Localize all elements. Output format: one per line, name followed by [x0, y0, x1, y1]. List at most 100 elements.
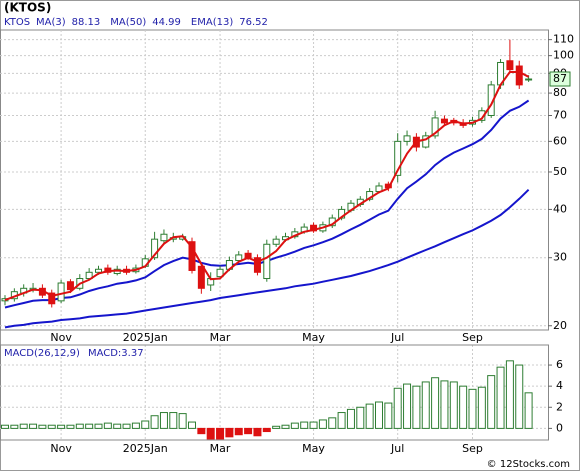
- legend-name: MA(50): [110, 17, 146, 28]
- candle-body: [188, 241, 196, 271]
- candle-body: [57, 282, 65, 302]
- bar: [122, 423, 131, 429]
- bar: [449, 381, 458, 429]
- legend-name: MA(3): [36, 17, 66, 28]
- candle-body: [151, 238, 159, 259]
- y-tick-label: 20: [553, 319, 567, 332]
- bar: [66, 424, 75, 429]
- bar: [496, 366, 505, 429]
- bar: [1, 424, 9, 429]
- bar: [328, 417, 337, 429]
- bar: [150, 415, 159, 429]
- candle-body: [525, 78, 533, 81]
- bar: [487, 375, 496, 429]
- x-tick-label: Jul: [390, 442, 404, 455]
- candle-body: [48, 292, 56, 305]
- chart-title: (KTOS): [4, 1, 51, 15]
- x-tick-label: May: [302, 442, 325, 455]
- x-tick-label: Nov: [50, 442, 72, 455]
- candle-body: [263, 243, 271, 280]
- candle-body: [160, 233, 168, 242]
- bar: [253, 427, 262, 437]
- y-tick-label: 4: [556, 379, 563, 392]
- bar: [365, 403, 374, 429]
- y-tick-label: 0: [556, 421, 563, 434]
- bar: [477, 386, 486, 429]
- bar: [38, 424, 47, 429]
- bar: [178, 413, 187, 429]
- last-price: 87: [553, 72, 567, 85]
- bar: [505, 360, 514, 429]
- candle-body: [506, 60, 514, 71]
- bar: [346, 408, 355, 429]
- bar: [94, 423, 103, 429]
- y-tick-label: 110: [553, 33, 574, 46]
- bar: [440, 380, 449, 429]
- symbol: KTOS: [4, 17, 30, 28]
- bar: [216, 427, 225, 440]
- bar: [10, 424, 19, 429]
- bar: [57, 424, 66, 429]
- y-tick-label: 2: [556, 400, 563, 413]
- bar: [412, 385, 421, 429]
- bar: [318, 419, 327, 429]
- x-tick-label: Mar: [210, 331, 231, 344]
- bar: [29, 423, 38, 429]
- candle-body: [440, 118, 448, 124]
- bar: [421, 381, 430, 429]
- candle-body: [403, 135, 411, 142]
- macd-panel: [0, 344, 549, 441]
- bar: [188, 421, 196, 429]
- y-tick-label: 40: [553, 202, 567, 215]
- bar: [113, 423, 122, 429]
- bar: [47, 424, 56, 429]
- legend-name: EMA(13): [191, 17, 233, 28]
- bar: [524, 392, 533, 429]
- x-tick-label: Sep: [462, 331, 483, 344]
- ma-line: [4, 188, 530, 329]
- x-tick-label: 2025Jan: [123, 442, 168, 455]
- x-tick-label: Sep: [462, 442, 483, 455]
- candle-body: [253, 257, 261, 273]
- bar: [234, 427, 243, 436]
- y-tick-label: 70: [553, 108, 567, 121]
- candle-body: [85, 271, 93, 280]
- bar: [169, 412, 178, 429]
- bar: [309, 421, 318, 429]
- y-tick-label: 50: [553, 165, 567, 178]
- price-box: [549, 71, 571, 87]
- legend-value: 44.99: [152, 17, 181, 28]
- candle-body: [95, 268, 102, 273]
- candle-body: [431, 117, 439, 137]
- bar: [384, 402, 393, 429]
- bar: [225, 427, 234, 438]
- x-tick-label: Nov: [50, 331, 72, 344]
- bar: [431, 377, 440, 429]
- bar: [103, 422, 112, 429]
- bar: [356, 406, 365, 429]
- x-tick-label: Jul: [390, 331, 404, 344]
- price-panel: [0, 29, 549, 331]
- bar: [197, 427, 206, 435]
- candle-body: [197, 265, 205, 289]
- bar: [393, 387, 402, 429]
- y-tick-label: 60: [553, 134, 567, 147]
- bar: [337, 412, 346, 429]
- legend-value: 88.13: [72, 17, 101, 28]
- bar: [159, 412, 168, 429]
- bar: [272, 425, 281, 429]
- bar: [262, 427, 271, 433]
- candle-body: [394, 140, 402, 176]
- bar: [281, 424, 290, 429]
- legend-value: 76.52: [239, 17, 268, 28]
- y-tick-label: 80: [553, 86, 567, 99]
- bar: [19, 423, 28, 429]
- x-tick-label: 2025Jan: [123, 331, 168, 344]
- bar: [85, 423, 94, 429]
- bar: [290, 422, 299, 429]
- x-tick-label: May: [302, 331, 325, 344]
- macd-label: MACD:3.37: [88, 348, 144, 359]
- bar: [468, 388, 477, 429]
